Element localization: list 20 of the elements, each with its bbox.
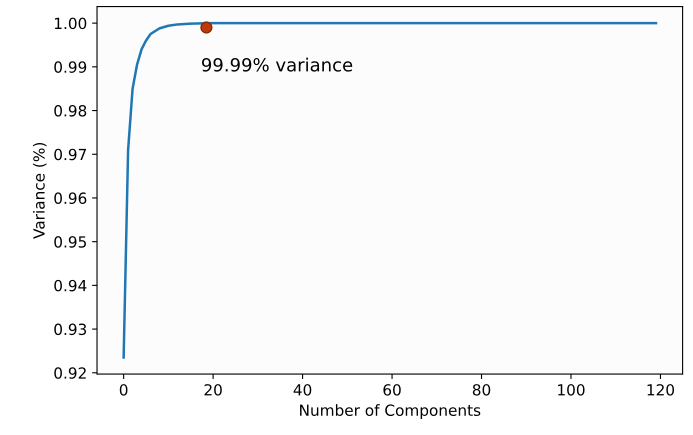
x-tick-label: 60 [383,384,401,396]
x-tick-label: 20 [204,384,222,396]
y-tick-label: 0.99 [54,61,86,73]
y-tick-label: 1.00 [54,18,86,30]
x-axis-title: Number of Components [300,404,480,419]
y-axis-title: Variance (%) [32,142,47,239]
y-tick-label: 0.93 [54,324,86,336]
line-series [122,22,658,359]
annotation: 99.99% variance [202,58,352,72]
y-tick-label: 0.92 [54,367,86,379]
x-tick-label: 0 [120,384,128,396]
y-tick-label: 0.97 [54,148,86,160]
x-tick-label: 100 [558,384,585,396]
y-tick-label: 0.96 [54,192,86,204]
x-tick-label: 80 [472,384,490,396]
x-tick-label: 120 [648,384,674,396]
y-tick-label: 0.94 [54,280,86,292]
y-tick-label: 0.98 [54,105,86,117]
y-tick-label: 0.95 [54,236,86,248]
x-tick-label: 40 [294,384,312,396]
